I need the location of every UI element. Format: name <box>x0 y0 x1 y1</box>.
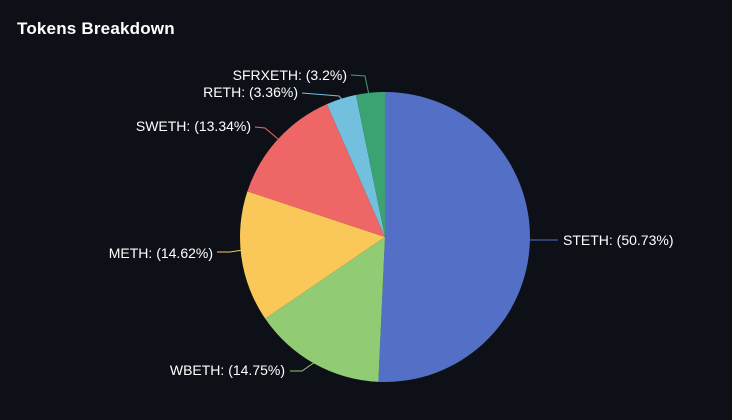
slice-label-reth: RETH: (3.36%) <box>203 84 298 100</box>
pie-slice-reth[interactable] <box>326 94 385 237</box>
pie-slice-sweth[interactable] <box>247 104 385 237</box>
slice-label-steth: STETH: (50.73%) <box>563 232 673 248</box>
pie-slice-sfrxeth[interactable] <box>356 92 385 237</box>
pie-slice-steth[interactable] <box>378 92 530 382</box>
slice-label-sweth: SWETH: (13.34%) <box>136 118 251 134</box>
chart-title: Tokens Breakdown <box>17 19 175 38</box>
pie-slice-meth[interactable] <box>240 191 385 319</box>
label-line-reth <box>301 92 348 106</box>
label-line-sweth <box>254 126 279 140</box>
label-line-meth <box>217 249 244 253</box>
label-line-wbeth <box>290 361 316 372</box>
slice-label-wbeth: WBETH: (14.75%) <box>170 362 285 378</box>
slice-label-sfrxeth: SFRXETH: (3.2%) <box>233 67 347 83</box>
label-line-sfrxeth <box>350 74 370 96</box>
slice-label-meth: METH: (14.62%) <box>109 245 213 261</box>
pie-slice-wbeth[interactable] <box>265 237 385 382</box>
